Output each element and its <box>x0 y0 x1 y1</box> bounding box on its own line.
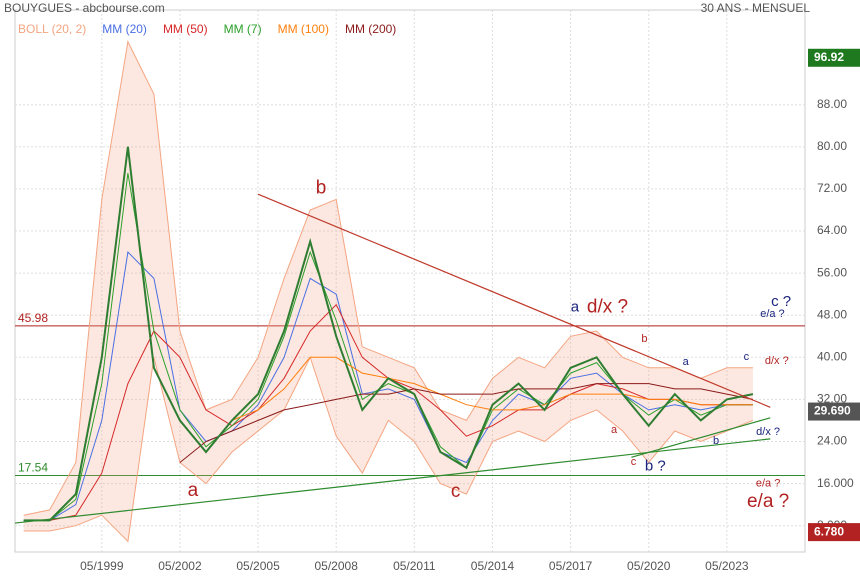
price-badge <box>808 523 860 542</box>
x-tick-label: 05/2023 <box>705 559 749 573</box>
wave-label: a <box>611 424 618 436</box>
wave-label: e/a ? <box>760 308 784 320</box>
x-tick-label: 05/2005 <box>236 559 280 573</box>
legend-entry: BOLL (20, 2) <box>18 22 86 36</box>
y-tick-label: 40.00 <box>817 349 847 363</box>
header-left: BOUYGUES - abcbourse.com <box>4 1 165 15</box>
legend-entry: MM (100) <box>278 22 329 36</box>
y-tick-label: 56.00 <box>817 265 847 279</box>
x-tick-label: 05/1999 <box>80 559 124 573</box>
wave-label: b <box>316 177 327 198</box>
legend-entry: MM (7) <box>224 22 262 36</box>
legend-entry: MM (20) <box>102 22 147 36</box>
x-tick-label: 05/2011 <box>393 559 436 573</box>
y-tick-label: 16.000 <box>817 476 854 490</box>
x-tick-label: 05/2008 <box>315 559 359 573</box>
wave-label: a <box>571 298 580 315</box>
y-tick-label: 48.00 <box>817 307 847 321</box>
trendline <box>14 438 771 524</box>
wave-label: d/x ? <box>587 296 628 317</box>
price-line <box>23 146 754 522</box>
wave-label: c <box>631 456 637 468</box>
x-tick-label: 05/2014 <box>471 559 515 573</box>
y-tick-label: 32.00 <box>817 392 847 406</box>
trendline <box>631 417 771 458</box>
trendline <box>257 193 771 408</box>
bollinger-band <box>23 41 753 542</box>
legend-entry: MM (200) <box>345 22 396 36</box>
y-tick-label: 88.00 <box>817 97 847 111</box>
y-tick-label: 72.00 <box>817 181 847 195</box>
wave-label: c ? <box>771 293 791 310</box>
x-tick-label: 05/2002 <box>158 559 202 573</box>
legend-entry: MM (50) <box>163 22 208 36</box>
bollinger-lower <box>23 355 754 543</box>
moving-average <box>179 383 753 463</box>
y-tick-label: 80.00 <box>817 139 847 153</box>
moving-average <box>231 356 753 421</box>
x-tick-label: 05/2017 <box>549 559 593 573</box>
bollinger-upper <box>23 39 753 516</box>
wave-label: c <box>451 481 461 502</box>
wave-label: c <box>744 351 750 363</box>
y-tick-label: 24.00 <box>817 434 847 448</box>
price-badge-label: 29.690 <box>814 404 851 418</box>
header-right: 30 ANS - MENSUEL <box>701 1 811 15</box>
price-badge <box>808 402 860 421</box>
wave-label: b <box>641 333 647 345</box>
wave-label: e/a ? <box>747 491 789 512</box>
level-label: 45.98 <box>18 311 48 325</box>
wave-label: d/x ? <box>765 355 789 367</box>
wave-label: b <box>713 435 719 447</box>
level-label: 17.54 <box>18 461 48 475</box>
wave-label: b ? <box>645 458 666 475</box>
moving-average <box>23 173 753 521</box>
wave-label: e/a ? <box>756 477 780 489</box>
x-tick-label: 05/2020 <box>627 559 671 573</box>
wave-label: a <box>683 356 690 368</box>
price-badge-label: 96.92 <box>814 50 844 64</box>
wave-label: a <box>188 480 199 501</box>
price-badge-label: 6.780 <box>814 524 844 538</box>
plot-frame <box>14 9 806 553</box>
moving-average <box>23 251 753 521</box>
wave-label: d/x ? <box>756 426 780 438</box>
y-tick-label: 64.00 <box>817 223 847 237</box>
price-badge <box>808 48 860 67</box>
